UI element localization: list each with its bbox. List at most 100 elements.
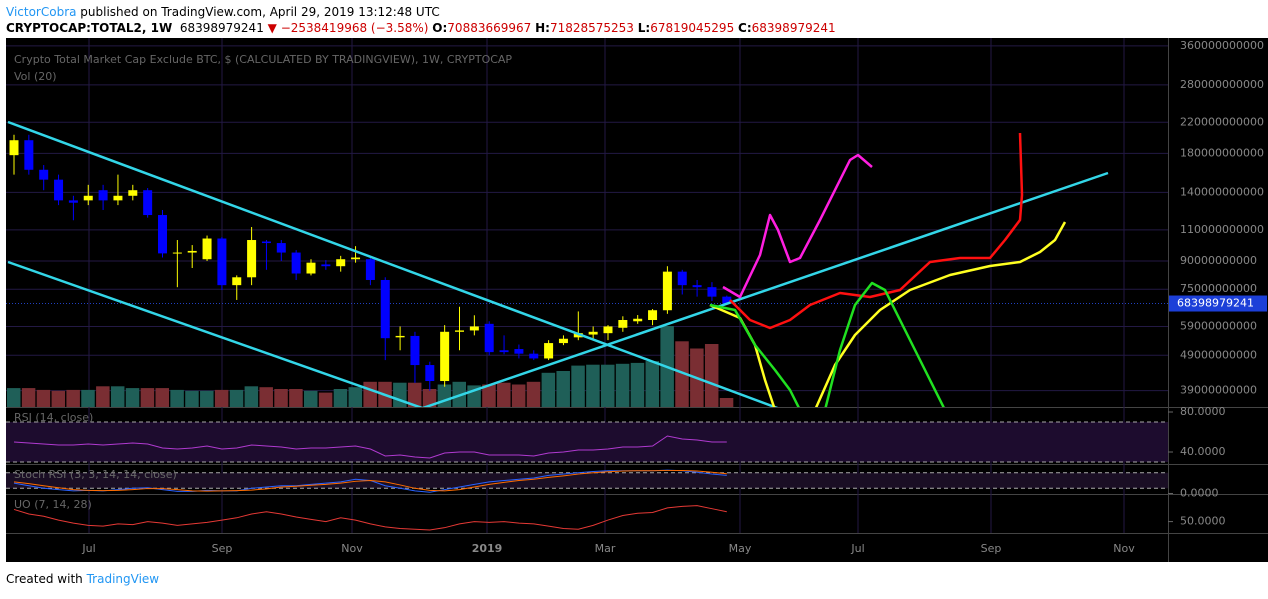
volume-title: Vol (20) — [14, 70, 57, 83]
volume-bar — [200, 390, 214, 407]
header: VictorCobra published on TradingView.com… — [6, 4, 836, 36]
y-tick-label: 280000000000 — [1180, 78, 1264, 91]
volume-bar — [422, 389, 437, 407]
volume-bar — [675, 341, 689, 407]
volume-bar — [214, 389, 229, 407]
ohlc-value: 70883669967 — [447, 21, 532, 35]
volume-bar — [482, 384, 496, 407]
volume-bar — [110, 386, 125, 407]
volume-bar — [140, 388, 155, 407]
y-tick-label: 80.0000 — [1180, 405, 1226, 418]
volume-bar — [170, 389, 184, 407]
candle-body — [83, 195, 93, 201]
candle-body — [365, 259, 375, 280]
volume-bar — [719, 398, 734, 407]
chart-title: Crypto Total Market Cap Exclude BTC, $ (… — [14, 53, 512, 66]
x-tick-label: Sep — [212, 542, 233, 555]
candle-body — [410, 335, 420, 366]
candle-body — [172, 252, 182, 254]
volume-bar — [304, 390, 318, 407]
volume-bar — [155, 388, 169, 407]
y-tick-label: 0.0000 — [1180, 486, 1219, 499]
y-tick-label: 49000000000 — [1180, 348, 1257, 361]
candle-body — [9, 140, 19, 156]
candle-body — [395, 335, 405, 338]
y-tick-label: 140000000000 — [1180, 185, 1264, 198]
ohlc-value: 68398979241 — [751, 21, 836, 35]
trend-line — [421, 171, 1109, 407]
band-fill — [6, 472, 1168, 489]
ohlc-value: 67819045295 — [650, 21, 735, 35]
projection-path — [824, 281, 945, 407]
volume-bar — [526, 381, 541, 407]
projection-path — [729, 132, 1024, 330]
x-tick-label: Jul — [81, 542, 95, 555]
y-tick-label: 39000000000 — [1180, 384, 1257, 397]
y-tick-label: 360000000000 — [1180, 39, 1264, 52]
candle-body — [618, 320, 628, 328]
indicator-line — [13, 435, 727, 459]
published: published on TradingView.com, April 29, … — [76, 5, 440, 19]
volume-bar — [601, 364, 615, 407]
candle-body — [662, 271, 672, 311]
footer: Created with TradingView — [6, 572, 159, 586]
volume-bar — [615, 363, 630, 407]
volume-bar — [274, 389, 288, 407]
candle-body — [440, 331, 450, 382]
volume-bar — [511, 384, 526, 407]
candle-body — [217, 238, 227, 286]
quote-line: CRYPTOCAP:TOTAL2, 1W 68398979241 ▼ −2538… — [6, 20, 836, 36]
volume-bar — [244, 386, 259, 407]
candle-body — [187, 250, 197, 253]
y-tick-label: 180000000000 — [1180, 146, 1264, 159]
projection-path — [722, 153, 873, 299]
candle-body — [722, 296, 732, 304]
candle-body — [113, 195, 123, 201]
volume-bar — [333, 389, 348, 407]
volume-bar — [407, 382, 422, 407]
candle-body — [351, 257, 361, 260]
candle-body — [677, 271, 687, 286]
candle-body — [128, 190, 138, 196]
brand[interactable]: TradingView — [86, 572, 160, 586]
candle-body — [306, 262, 316, 274]
volume-bar — [36, 389, 51, 407]
y-tick-label: 50.0000 — [1180, 515, 1226, 528]
volume-bar — [630, 362, 645, 407]
last: 68398979241 — [179, 21, 264, 35]
x-tick-label: Nov — [341, 542, 363, 555]
candle-body — [321, 264, 331, 267]
volume-bar — [437, 384, 452, 407]
author[interactable]: VictorCobra — [6, 5, 77, 19]
candle-body — [469, 326, 479, 331]
candle-body — [380, 279, 390, 339]
volume-bar — [318, 392, 333, 407]
candle-body — [633, 318, 643, 322]
candle-body — [143, 190, 153, 216]
trend-line — [7, 120, 779, 407]
candle-body — [24, 140, 34, 170]
publish-line: VictorCobra published on TradingView.com… — [6, 4, 836, 20]
pane-title: Stoch RSI (3, 3, 14, 14, close) — [14, 468, 177, 481]
volume-bar — [21, 388, 36, 407]
candle-body — [514, 349, 524, 354]
ohlc-key: L: — [637, 21, 651, 35]
volume-bar — [586, 364, 600, 407]
candle-body — [261, 241, 271, 244]
candle-body — [68, 200, 78, 203]
volume-bar — [348, 387, 363, 407]
candle-body — [39, 169, 49, 180]
pane-title: RSI (14, close) — [14, 411, 93, 424]
projection-path — [814, 221, 1067, 407]
change: ▼ −2538419968 (−3.58%) — [267, 21, 429, 35]
volume-bar — [7, 388, 21, 407]
symbol: CRYPTOCAP:TOTAL2, 1W — [6, 21, 173, 35]
volume-bar — [571, 365, 585, 407]
volume-bar — [289, 389, 303, 407]
volume-bar — [363, 381, 377, 407]
band-fill — [6, 422, 1168, 462]
candle-body — [648, 310, 658, 321]
y-tick-label: 59000000000 — [1180, 319, 1257, 332]
candle-body — [588, 331, 598, 335]
candle-body — [202, 238, 212, 260]
